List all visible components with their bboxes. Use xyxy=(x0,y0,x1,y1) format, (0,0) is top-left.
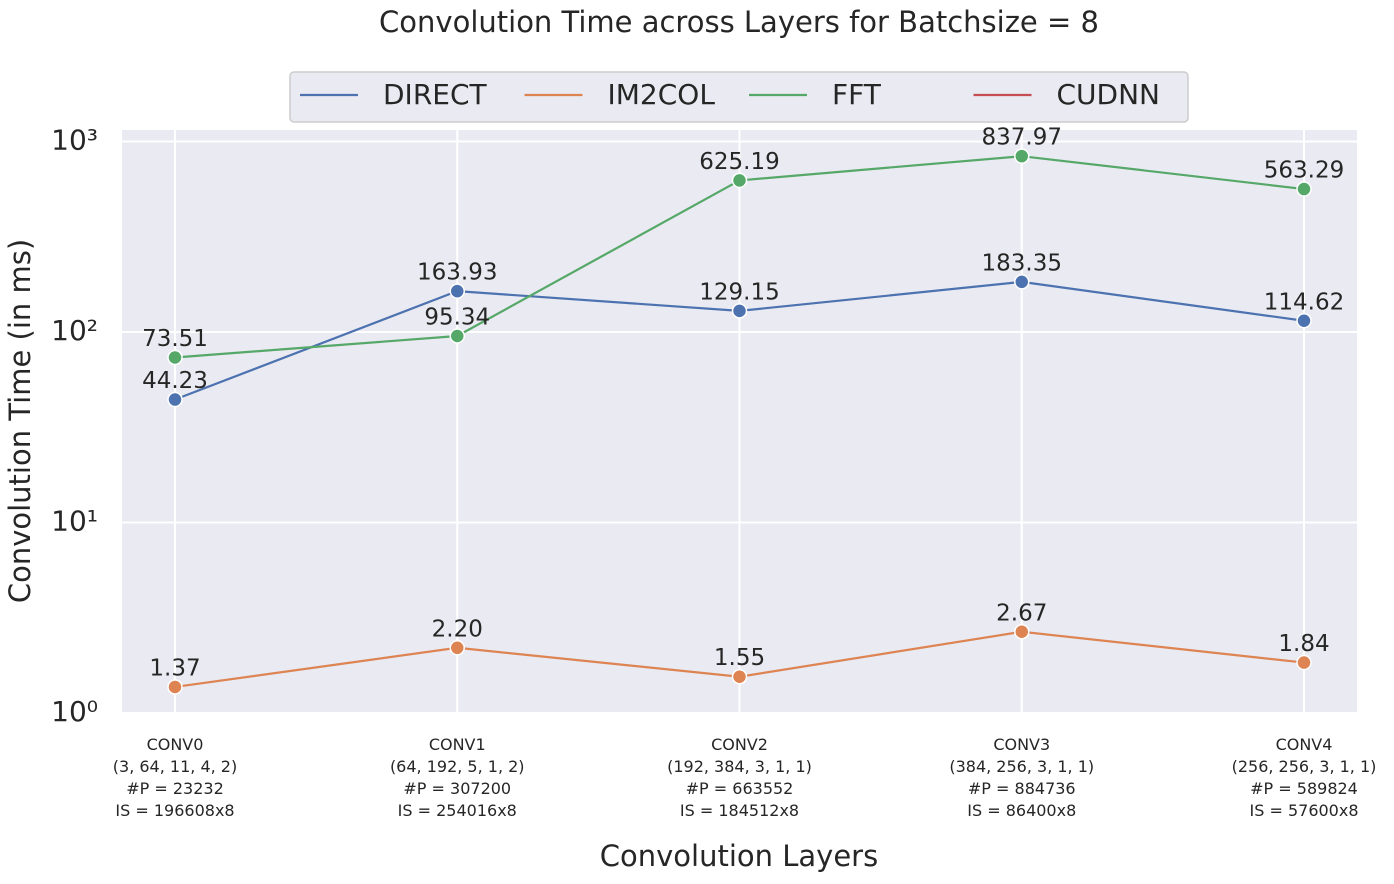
legend-label: DIRECT xyxy=(383,78,488,111)
x-axis-label: Convolution Layers xyxy=(600,839,878,873)
chart-title: Convolution Time across Layers for Batch… xyxy=(379,5,1099,39)
legend-label: IM2COL xyxy=(608,78,716,111)
point-marker xyxy=(731,668,748,685)
y-axis-label: Convolution Time (in ms) xyxy=(3,239,37,603)
point-marker xyxy=(1014,624,1030,640)
data-label: 1.37 xyxy=(149,655,200,681)
data-label: 129.15 xyxy=(699,279,779,305)
data-label: 1.84 xyxy=(1278,631,1329,657)
point-marker xyxy=(1014,148,1030,164)
point-marker xyxy=(731,303,748,319)
data-label: 1.55 xyxy=(714,645,765,671)
point-marker xyxy=(449,640,465,656)
point-marker xyxy=(449,283,465,299)
y-tick-label: 10¹ xyxy=(51,505,98,538)
data-label: 114.62 xyxy=(1264,289,1344,315)
data-label: 2.20 xyxy=(432,616,483,642)
x-tick-label: CONV2 (192, 384, 3, 1, 1) #P = 663552 IS = … xyxy=(667,735,812,820)
x-tick-label: CONV1 (64, 192, 5, 1, 2) #P = 307200 IS = 2… xyxy=(390,735,525,820)
y-tick-label: 10⁰ xyxy=(51,695,98,728)
point-marker xyxy=(167,679,183,695)
data-label: 44.23 xyxy=(142,368,208,394)
point-marker xyxy=(449,328,465,344)
data-label: 563.29 xyxy=(1264,158,1344,184)
point-marker xyxy=(167,349,183,366)
data-label: 2.67 xyxy=(996,600,1047,626)
point-marker xyxy=(1296,313,1312,329)
y-tick-label: 10³ xyxy=(51,124,98,157)
y-tick-label: 10² xyxy=(51,314,98,347)
data-label: 837.97 xyxy=(982,125,1062,151)
point-marker xyxy=(731,172,748,189)
x-tick-label: CONV0 (3, 64, 11, 4, 2) #P = 23232 IS = 196… xyxy=(113,735,237,820)
data-label: 163.93 xyxy=(417,260,497,286)
legend: DIRECT IM2COL FFT CUDNN xyxy=(289,71,1189,123)
point-marker xyxy=(167,391,183,408)
data-label: 183.35 xyxy=(982,250,1062,276)
point-marker xyxy=(1296,181,1312,197)
legend-box xyxy=(289,71,1189,123)
data-label: 95.34 xyxy=(424,304,490,330)
point-marker xyxy=(1296,654,1312,671)
legend-label: FFT xyxy=(832,78,882,111)
data-label: 625.19 xyxy=(699,149,779,175)
x-tick-label: CONV3 (384, 256, 3, 1, 1) #P = 884736 IS = … xyxy=(949,735,1094,820)
data-label: 73.51 xyxy=(142,326,208,352)
legend-label: CUDNN xyxy=(1057,78,1161,111)
point-marker xyxy=(1014,274,1030,290)
grid xyxy=(122,130,1357,714)
x-tick-label: CONV4 (256, 256, 3, 1, 1) #P = 589824 IS = … xyxy=(1232,735,1377,820)
